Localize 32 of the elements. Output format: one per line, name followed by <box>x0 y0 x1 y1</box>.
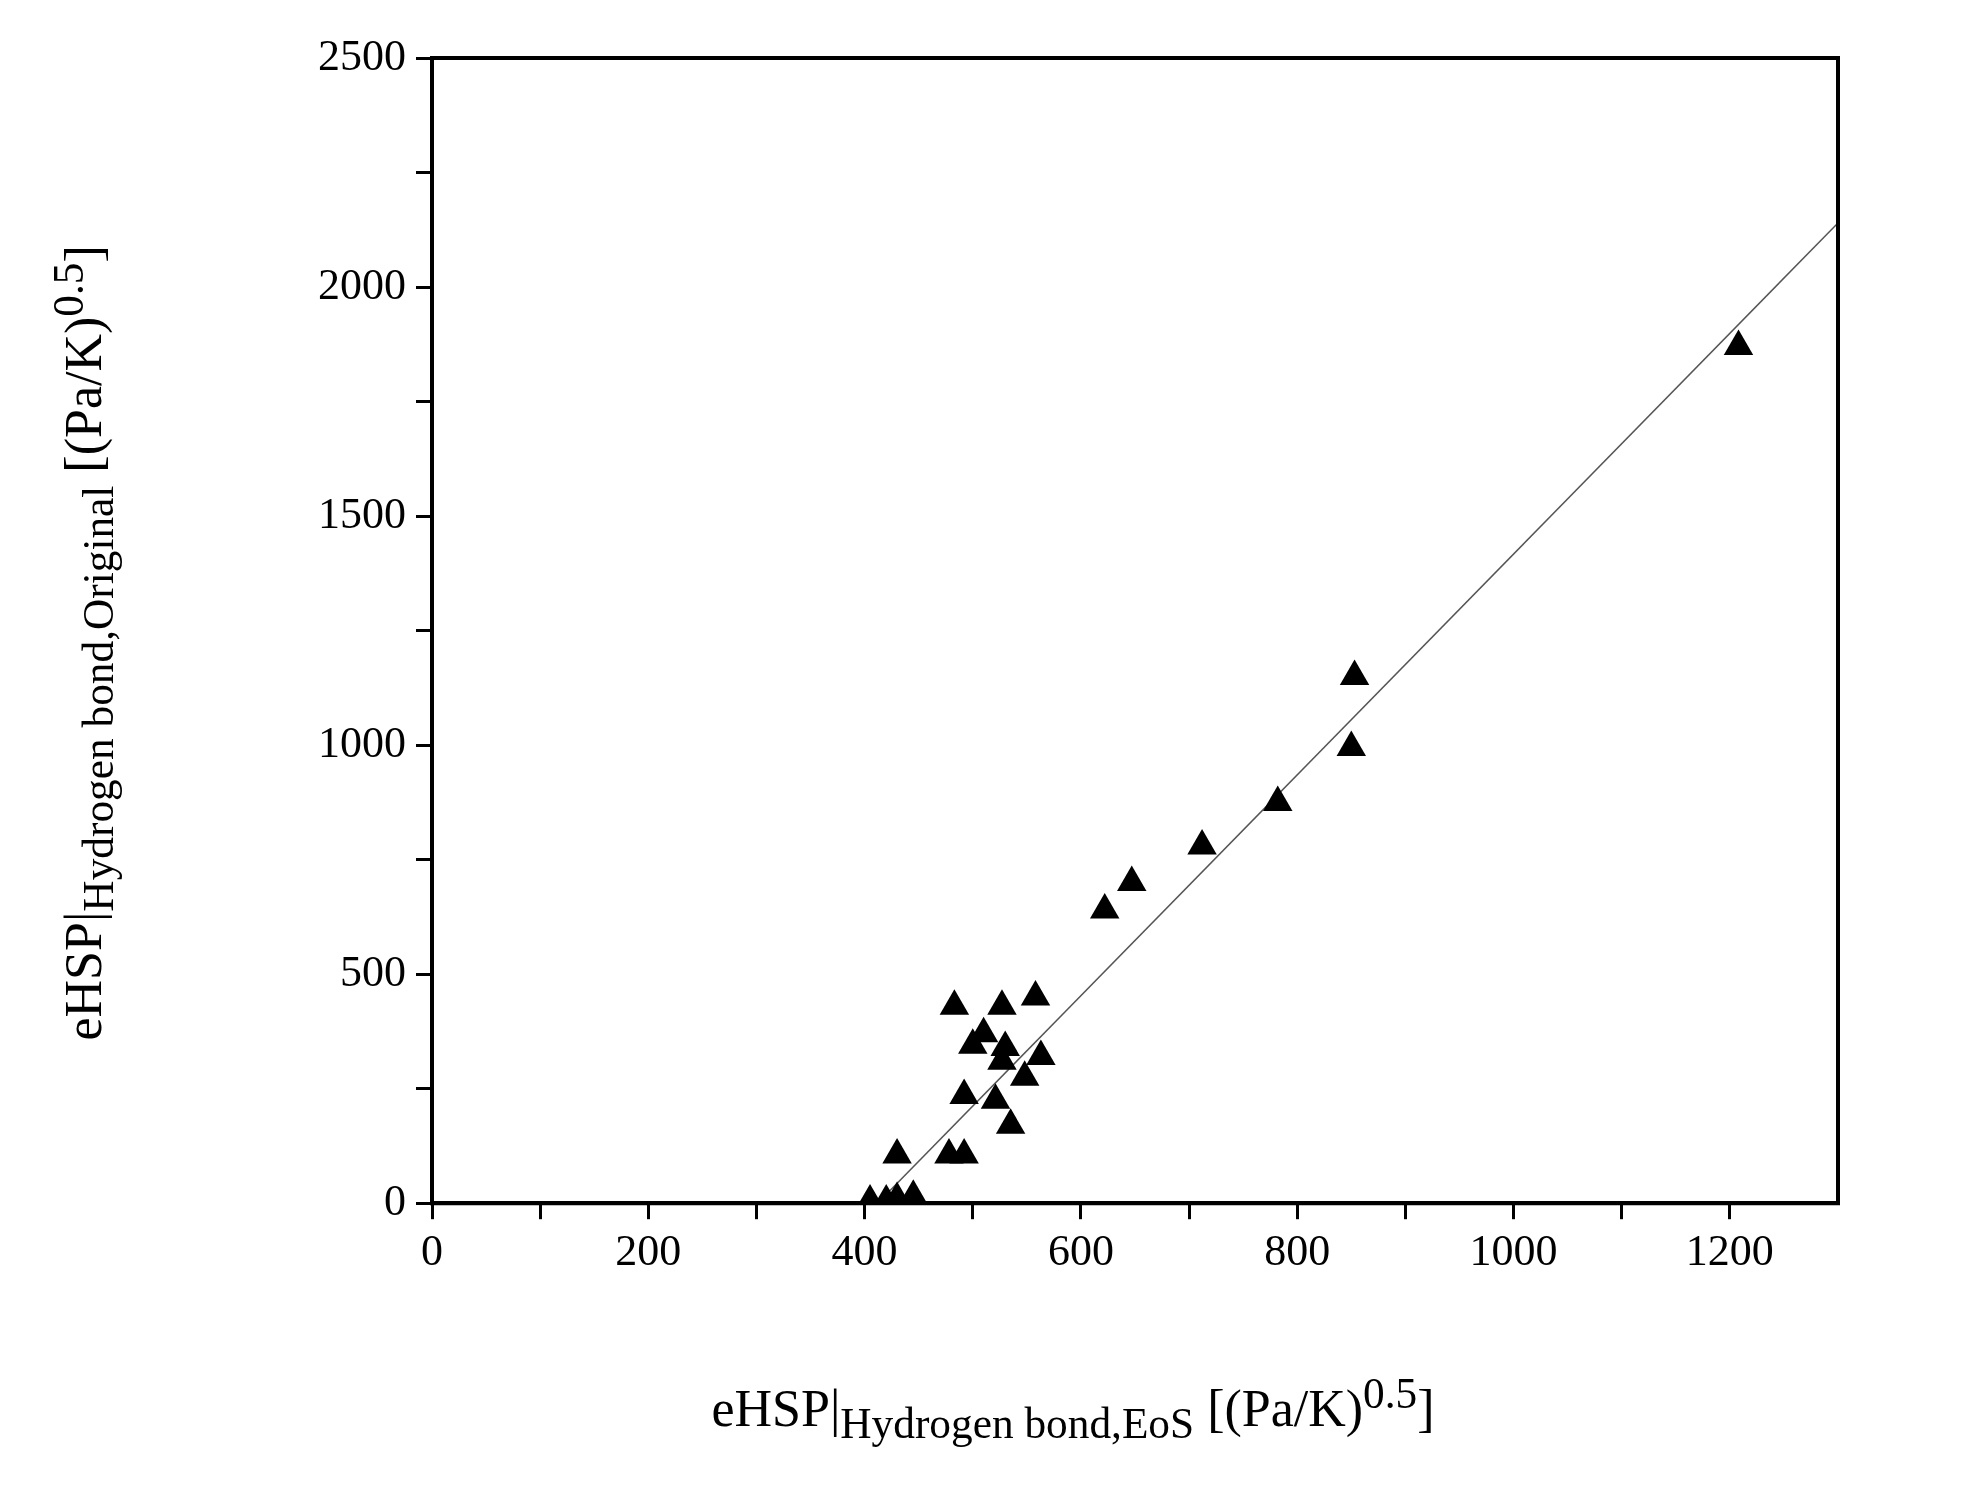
y-tick-label: 2000 <box>318 259 406 309</box>
point <box>987 989 1017 1015</box>
y-tick-label: 1000 <box>318 717 406 767</box>
x-tick-label: 400 <box>831 1226 898 1276</box>
point <box>1187 828 1217 855</box>
x-tick-label: 1000 <box>1469 1226 1558 1276</box>
x-axis-title: eHSP|$_{Hydrogen bond,EoS}$ [(Pa/K)$^{0.5}$] <box>710 1368 1436 1448</box>
point <box>1026 1039 1056 1066</box>
point <box>1089 893 1120 919</box>
point <box>1020 980 1051 1006</box>
x-tick-label: 1200 <box>1685 1226 1774 1276</box>
point <box>939 989 970 1015</box>
y-tick-label: 500 <box>340 946 406 996</box>
x-tick-label: 200 <box>615 1226 682 1276</box>
x-tick-label: 600 <box>1047 1226 1114 1276</box>
x-tick-label: 800 <box>1264 1226 1331 1276</box>
point <box>1263 785 1293 811</box>
y-tick-label: 0 <box>384 1175 406 1225</box>
point <box>949 1138 979 1164</box>
point <box>949 1078 979 1105</box>
point <box>1117 865 1147 892</box>
x-tick-label: 0 <box>421 1226 443 1276</box>
point <box>1336 730 1367 756</box>
y-tick-label: 1500 <box>318 488 406 538</box>
y-tick-label: 2500 <box>318 30 406 80</box>
point <box>1009 1060 1040 1086</box>
point <box>980 1083 1011 1109</box>
point <box>958 1028 988 1054</box>
point <box>995 1108 1026 1134</box>
point <box>882 1138 912 1164</box>
point <box>1339 659 1370 685</box>
point <box>1723 329 1754 356</box>
